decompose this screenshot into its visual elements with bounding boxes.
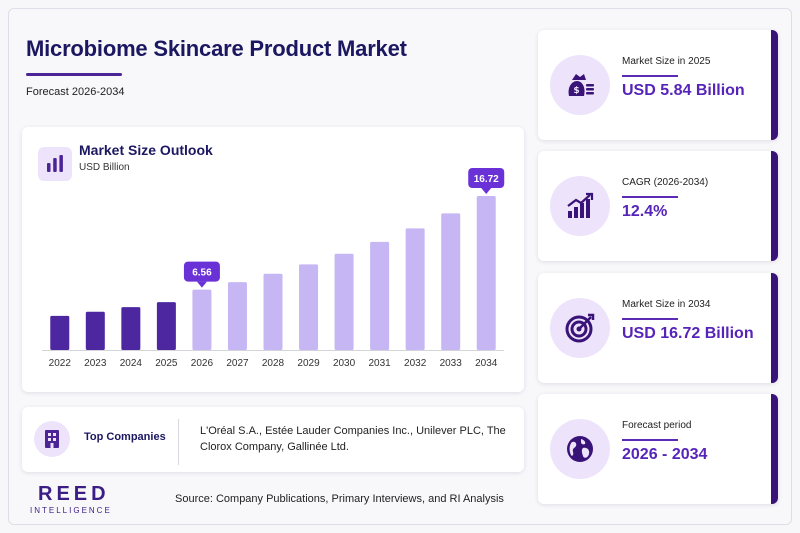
stat-value: USD 16.72 Billion: [622, 325, 754, 342]
bar-2031: [370, 241, 390, 350]
bar-2024: [121, 307, 141, 350]
stat-card-forecast-period: Forecast period 2026 - 2034: [538, 394, 778, 504]
bar-2029: [299, 264, 319, 350]
x-tick-label: 2029: [297, 358, 320, 369]
bar-2025: [156, 302, 176, 350]
stat-label: Forecast period: [622, 420, 692, 431]
data-label: 6.56: [192, 268, 212, 279]
x-tick-label: 2031: [368, 358, 391, 369]
stat-label: CAGR (2026-2034): [622, 177, 709, 188]
brand-tagline: INTELLIGENCE: [30, 506, 112, 515]
x-tick-label: 2030: [333, 358, 356, 369]
x-tick-label: 2028: [262, 358, 285, 369]
stat-value: USD 5.84 Billion: [622, 82, 745, 99]
bar-chart: 2022 2023 2024 2025 2026 2027 2028 2029 2030 2031…: [42, 168, 505, 369]
stat-card-cagr: CAGR (2026-2034) 12.4%: [538, 151, 778, 261]
stat-rule: [622, 75, 678, 77]
page-subtitle: Forecast 2026-2034: [26, 86, 125, 98]
brand-logo: REED: [38, 483, 110, 505]
bar-2022: [50, 315, 70, 350]
chart-title: Market Size Outlook: [79, 142, 213, 158]
stat-card-market-size-2034: Market Size in 2034 USD 16.72 Billion: [538, 273, 778, 383]
market-size-chart-card: Market Size Outlook USD Billion 2022 2023…: [22, 127, 524, 392]
source-note: Source: Company Publications, Primary In…: [175, 493, 504, 505]
divider: [178, 419, 179, 465]
x-tick-label: 2033: [440, 358, 463, 369]
stat-rule: [622, 439, 678, 441]
stat-label: Market Size in 2034: [622, 299, 711, 310]
bar-2028: [263, 273, 283, 350]
globe-icon: [550, 419, 610, 479]
svg-text:$: $: [573, 86, 579, 96]
x-tick-label: 2032: [404, 358, 427, 369]
page-title: Microbiome Skincare Product Market: [26, 36, 407, 61]
x-tick-label: 2025: [155, 358, 178, 369]
target-icon: [550, 298, 610, 358]
top-companies-list: L'Oréal S.A., Estée Lauder Companies Inc…: [200, 425, 506, 453]
stat-value: 12.4%: [622, 203, 668, 220]
x-tick-label: 2024: [120, 358, 143, 369]
stat-rule: [622, 196, 678, 198]
x-tick-label: 2022: [49, 358, 72, 369]
stat-card-market-size-2025: $ Market Size in 2025 USD 5.84 Billion: [538, 30, 778, 140]
data-callout-2034: 16.72: [468, 168, 505, 194]
bar-2030: [334, 253, 354, 350]
x-tick-label: 2034: [475, 358, 498, 369]
stat-label: Market Size in 2025: [622, 56, 711, 67]
x-tick-label: 2026: [191, 358, 214, 369]
money-bag-icon: $: [550, 55, 610, 115]
bar-2032: [405, 228, 425, 350]
bar-2023: [85, 311, 105, 350]
bar-chart-icon: [38, 147, 72, 181]
building-icon: [34, 421, 70, 457]
top-companies-card: Top Companies L'Oréal S.A., Estée Lauder…: [22, 407, 524, 472]
stat-rule: [622, 318, 678, 320]
bar-2033: [441, 213, 461, 350]
x-tick-label: 2027: [226, 358, 249, 369]
x-tick-label: 2023: [84, 358, 107, 369]
data-label: 16.72: [474, 174, 499, 185]
top-companies-label: Top Companies: [84, 431, 166, 443]
data-callout-2026: 6.56: [183, 261, 220, 288]
growth-chart-icon: [550, 176, 610, 236]
bar-2026: [192, 289, 212, 350]
chart-unit-label: USD Billion: [79, 162, 130, 173]
bar-2034: [476, 196, 496, 350]
title-underline: [26, 73, 122, 76]
bar-2027: [227, 282, 247, 350]
stat-value: 2026 - 2034: [622, 446, 708, 463]
